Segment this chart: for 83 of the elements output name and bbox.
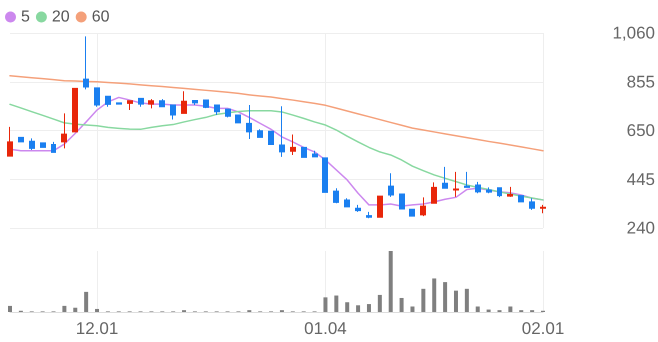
candlestick [40, 142, 46, 148]
candlestick [116, 102, 122, 105]
bar [84, 292, 88, 312]
bar [356, 305, 360, 312]
bar [476, 306, 480, 312]
bar [62, 306, 66, 312]
candlestick [355, 204, 361, 212]
bar [432, 278, 436, 312]
candlestick [486, 186, 492, 194]
candlestick [83, 36, 89, 90]
candlestick [257, 128, 263, 138]
candlestick [105, 96, 111, 108]
bar [454, 290, 458, 312]
candlestick [246, 104, 252, 140]
candlestick [497, 187, 502, 198]
candlestick [51, 141, 56, 153]
candlestick [29, 138, 35, 150]
candlestick [268, 130, 274, 146]
candlestick [138, 98, 144, 108]
bar [95, 308, 100, 312]
bar [508, 306, 512, 312]
bar [73, 308, 78, 312]
x-tick-label: 01.04 [304, 319, 347, 338]
candlestick [507, 186, 513, 198]
bar [378, 294, 382, 312]
candlestick [148, 98, 154, 109]
y-tick-label: 240 [626, 218, 655, 238]
candlestick [366, 211, 372, 219]
candlestick [540, 204, 546, 214]
candlestick [312, 150, 318, 158]
candlestick [170, 104, 176, 120]
y-tick-label: 445 [626, 170, 655, 189]
x-tick-label: 02.01 [522, 319, 564, 338]
candlestick [377, 196, 383, 218]
candlestick [159, 98, 165, 108]
bar [345, 302, 350, 312]
bar [334, 296, 338, 312]
candlestick [420, 196, 426, 217]
candlestick [333, 188, 339, 204]
x-tick-label: 12.01 [76, 319, 118, 338]
bar [400, 298, 404, 312]
candlestick [290, 134, 296, 156]
candlestick [464, 171, 470, 188]
candlestick [322, 157, 328, 193]
y-tick-label: 1,060 [612, 24, 655, 42]
bar [464, 288, 469, 312]
candlestick [518, 195, 524, 202]
candlestick [181, 90, 187, 114]
bar [410, 306, 414, 312]
candlestick [279, 106, 285, 158]
y-tick-label: 650 [626, 121, 655, 140]
candlestick [409, 208, 415, 217]
candlestick [192, 100, 198, 106]
bar [421, 288, 426, 312]
candlestick [301, 146, 307, 158]
candlestick [72, 88, 78, 133]
legend-label: 5 [21, 8, 30, 26]
candlestick [475, 181, 481, 194]
bar [323, 297, 328, 312]
y-tick-label: 855 [626, 72, 655, 92]
candlestick [18, 136, 24, 142]
candlestick [214, 104, 220, 116]
bar [388, 251, 393, 312]
candlestick [94, 87, 100, 108]
candlestick [225, 108, 231, 118]
candlestick [431, 182, 437, 204]
bar [8, 306, 12, 312]
candlestick [61, 112, 67, 149]
candlestick [453, 171, 459, 198]
line-series [9, 75, 544, 152]
candlestick [442, 166, 448, 189]
bar [443, 282, 448, 312]
legend-label: 20 [52, 8, 70, 26]
candlestick [529, 198, 535, 210]
candlestick [7, 126, 13, 158]
candlestick [344, 198, 350, 208]
candlestick [388, 172, 394, 198]
candlestick [399, 193, 405, 210]
candlestick [203, 100, 209, 109]
legend-label: 60 [92, 8, 110, 26]
candlestick [127, 100, 133, 111]
candlestick [235, 114, 241, 124]
bar [366, 304, 371, 312]
